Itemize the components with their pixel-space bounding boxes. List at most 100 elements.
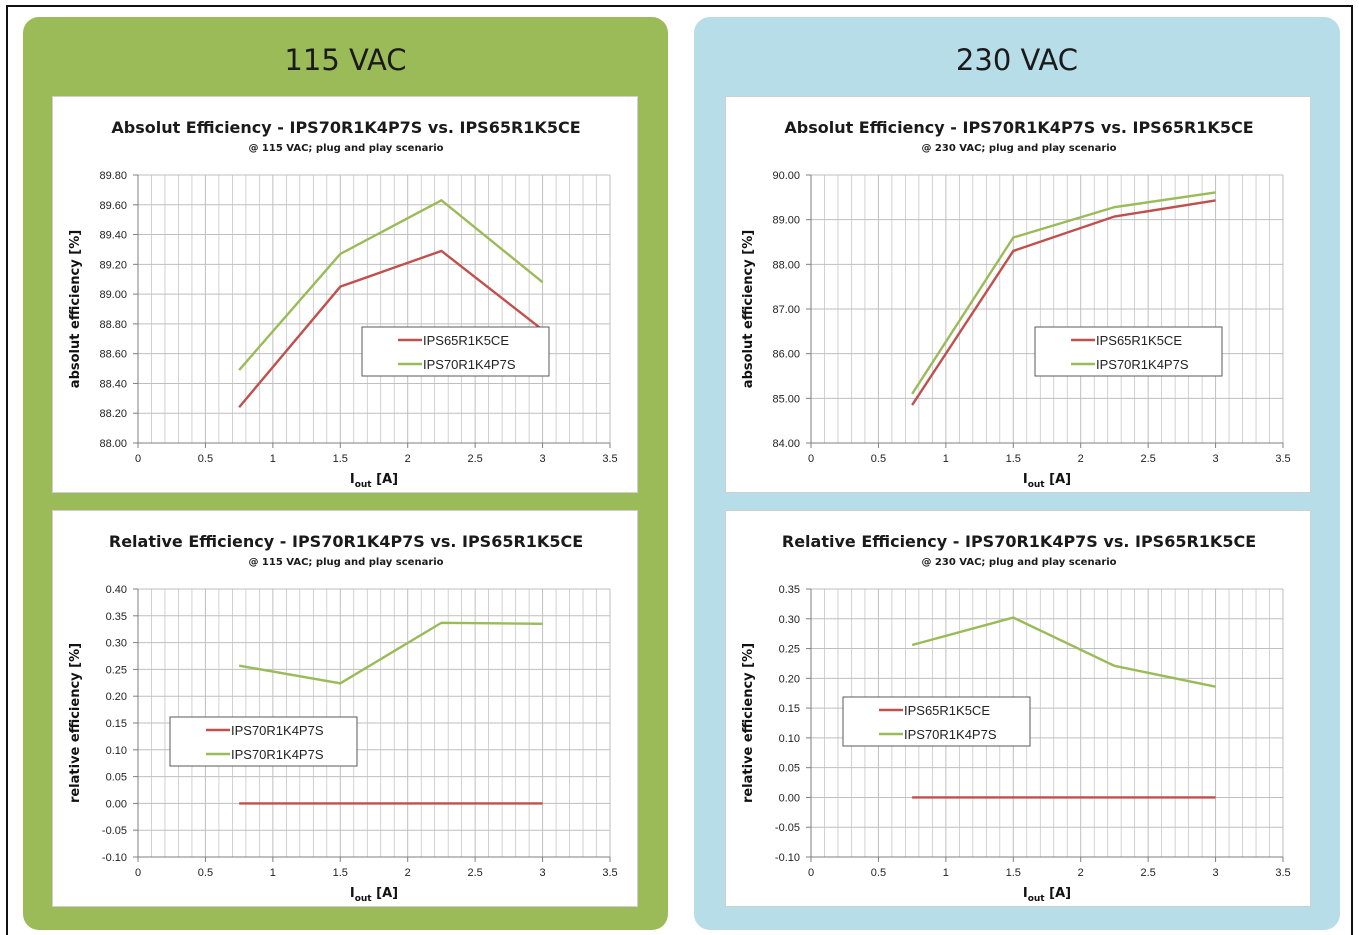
y-tick-label: 0.30 [779, 614, 800, 626]
y-axis-label: absolut efficiency [%] [741, 230, 756, 388]
y-tick-label: 89.80 [99, 170, 127, 182]
y-tick-label: 88.80 [99, 319, 127, 331]
chart-title: Absolut Efficiency - IPS70R1K4P7S vs. IP… [111, 118, 580, 137]
x-tick-label: 2 [405, 867, 411, 879]
chart-absolute-efficiency-230vac: 84.00 85.00 86.00 87.00 88.00 89.00 90.00 0 0.5 1… [725, 96, 1311, 493]
x-axis-label-main: I [1023, 886, 1028, 901]
y-tick-label: 0.25 [106, 664, 127, 676]
y-tick-label: 0.10 [106, 745, 127, 757]
y-tick-label: -0.05 [775, 822, 800, 834]
x-axis-label: Iout [A] [350, 472, 398, 490]
chart-subtitle: @ 230 VAC; plug and play scenario [921, 557, 1116, 568]
x-tick-label: 3 [540, 867, 546, 879]
x-axis-label-main: I [350, 472, 355, 487]
x-tick-label: 0 [135, 453, 141, 465]
y-axis-label: relative efficiency [%] [741, 643, 756, 803]
x-tick-label: 3 [1213, 867, 1219, 879]
legend-label: IPS70R1K4P7S [231, 723, 324, 738]
y-tick-label: 88.00 [99, 438, 127, 450]
x-tick-label: 3.5 [1275, 453, 1290, 465]
series-line-green [911, 191, 1216, 395]
legend-label: IPS65R1K5CE [904, 703, 990, 718]
x-axis-label-unit: [A] [372, 472, 398, 487]
y-tick-label: 0.00 [779, 792, 800, 804]
y-tick-label: 89.00 [772, 215, 800, 227]
x-axis-label-main: I [350, 886, 355, 901]
legend-box [1034, 326, 1223, 377]
y-tick-label: -0.10 [102, 852, 127, 864]
y-tick-label: 90.00 [772, 170, 800, 182]
chart-relative-efficiency-115vac: -0.10 -0.05 0.00 0.05 0.10 0.15 0.20 0.25 0.30 0.… [52, 510, 638, 907]
x-axis-label: Iout [A] [1023, 886, 1071, 904]
legend-box [361, 326, 550, 377]
y-tick-label: -0.10 [775, 852, 800, 864]
y-tick-label: 86.00 [772, 349, 800, 361]
x-axis-label-unit: [A] [372, 886, 398, 901]
y-tick-label: 0.10 [779, 733, 800, 745]
chart-absolute-efficiency-115vac: 88.00 88.20 88.40 88.60 88.80 89.00 89.20 89.40… [52, 96, 638, 493]
chart-svg: 84.00 85.00 86.00 87.00 88.00 89.00 90.00 0 0.5 1… [741, 118, 1291, 490]
y-tick-label: 0.30 [106, 638, 127, 650]
y-axis-label: absolut efficiency [%] [68, 230, 83, 388]
x-tick-label: 0 [135, 867, 141, 879]
y-tick-label: 85.00 [772, 393, 800, 405]
series-line-red [911, 199, 1216, 406]
y-tick-label: 0.15 [779, 703, 800, 715]
y-tick-label: 0.15 [106, 718, 127, 730]
x-tick-label: 1 [943, 453, 949, 465]
x-axis-label-subscript: out [1028, 894, 1046, 904]
chart-subtitle: @ 230 VAC; plug and play scenario [921, 143, 1116, 154]
x-tick-label: 3.5 [602, 867, 617, 879]
y-axis-label: relative efficiency [%] [68, 643, 83, 803]
x-axis-label-unit: [A] [1045, 886, 1071, 901]
y-tick-label: 0.05 [779, 763, 800, 775]
x-tick-label: 3.5 [1275, 867, 1290, 879]
x-tick-label: 2 [1078, 867, 1084, 879]
y-tick-label: 89.60 [99, 200, 127, 212]
x-axis-label: Iout [A] [350, 886, 398, 904]
y-tick-label: 0.00 [106, 798, 127, 810]
x-tick-label: 1.5 [333, 453, 348, 465]
chart-title: Relative Efficiency - IPS70R1K4P7S vs. I… [109, 532, 583, 551]
x-tick-label: 2 [1078, 453, 1084, 465]
x-axis-label-subscript: out [1028, 480, 1046, 490]
y-tick-label: 0.25 [779, 644, 800, 656]
x-tick-label: 1 [270, 453, 276, 465]
y-tick-label: 87.00 [772, 304, 800, 316]
chart-title: Absolut Efficiency - IPS70R1K4P7S vs. IP… [784, 118, 1253, 137]
x-tick-label: 3 [1213, 453, 1219, 465]
x-tick-label: 1 [943, 867, 949, 879]
x-tick-label: 1 [270, 867, 276, 879]
x-tick-label: 2.5 [1140, 867, 1155, 879]
y-tick-label: 89.20 [99, 259, 127, 271]
x-tick-label: 2.5 [467, 867, 482, 879]
y-tick-label: 0.05 [106, 772, 127, 784]
series-line-red [238, 249, 544, 409]
chart-relative-efficiency-230vac: -0.10 -0.05 0.00 0.05 0.10 0.15 0.20 0.25 0.30 0.… [725, 510, 1311, 907]
y-tick-label: 88.00 [772, 259, 800, 271]
x-tick-label: 2.5 [1140, 453, 1155, 465]
x-axis-label-unit: [A] [1045, 472, 1071, 487]
legend-label: IPS65R1K5CE [1096, 333, 1182, 348]
y-tick-label: 0.20 [779, 673, 800, 685]
x-tick-label: 1.5 [1006, 453, 1021, 465]
legend-box [169, 716, 358, 767]
panel-title: 115 VAC [284, 43, 407, 77]
outer-frame [6, 5, 1353, 935]
series-line-green [238, 621, 543, 685]
x-tick-label: 0.5 [871, 453, 886, 465]
x-tick-label: 2.5 [467, 453, 482, 465]
legend-label: IPS70R1K4P7S [423, 357, 516, 372]
x-tick-label: 0.5 [871, 867, 886, 879]
x-tick-label: 0.5 [198, 453, 213, 465]
x-tick-label: 1.5 [333, 867, 348, 879]
y-tick-label: 84.00 [772, 438, 800, 450]
chart-svg: -0.10 -0.05 0.00 0.05 0.10 0.15 0.20 0.25 0.30 0.… [741, 532, 1291, 904]
y-tick-label: 0.20 [106, 691, 127, 703]
x-axis-label-subscript: out [355, 480, 373, 490]
legend-label: IPS70R1K4P7S [231, 747, 324, 762]
x-tick-label: 3 [540, 453, 546, 465]
y-tick-label: 0.40 [106, 584, 127, 596]
series-line-green [238, 198, 544, 371]
x-tick-label: 1.5 [1006, 867, 1021, 879]
